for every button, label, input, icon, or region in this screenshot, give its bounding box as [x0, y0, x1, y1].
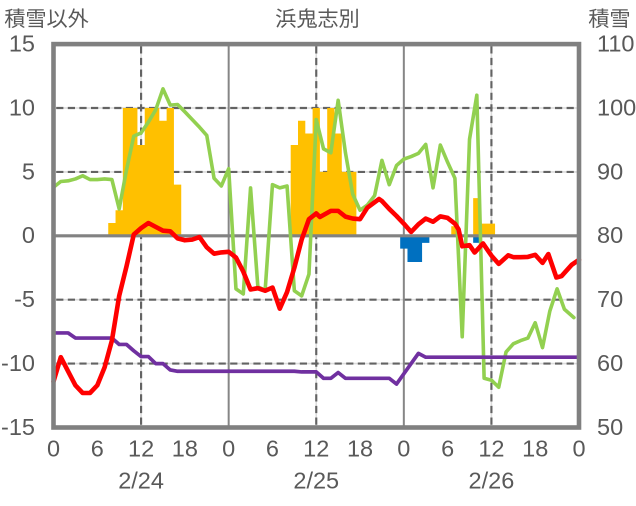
svg-text:18: 18 [522, 435, 548, 461]
svg-text:2/24: 2/24 [118, 468, 164, 494]
svg-text:12: 12 [303, 435, 329, 461]
svg-text:18: 18 [172, 435, 198, 461]
svg-text:6: 6 [441, 435, 454, 461]
svg-text:10: 10 [9, 94, 35, 120]
svg-text:70: 70 [597, 286, 623, 312]
svg-text:6: 6 [266, 435, 279, 461]
svg-text:12: 12 [128, 435, 154, 461]
svg-text:2/25: 2/25 [293, 468, 339, 494]
svg-text:-15: -15 [1, 414, 35, 440]
svg-text:15: 15 [9, 31, 35, 57]
svg-text:5: 5 [22, 158, 35, 184]
svg-text:50: 50 [597, 414, 623, 440]
svg-text:-5: -5 [14, 286, 35, 312]
svg-text:0: 0 [397, 435, 410, 461]
svg-text:0: 0 [22, 222, 35, 248]
svg-text:2/26: 2/26 [469, 468, 515, 494]
svg-text:18: 18 [347, 435, 373, 461]
svg-text:80: 80 [597, 222, 623, 248]
svg-text:90: 90 [597, 158, 623, 184]
svg-text:60: 60 [597, 350, 623, 376]
svg-text:-10: -10 [1, 350, 35, 376]
svg-text:100: 100 [597, 94, 636, 120]
svg-text:0: 0 [572, 435, 585, 461]
svg-text:12: 12 [478, 435, 504, 461]
svg-text:0: 0 [47, 435, 60, 461]
svg-text:110: 110 [597, 31, 634, 57]
svg-text:6: 6 [91, 435, 104, 461]
svg-text:0: 0 [222, 435, 235, 461]
